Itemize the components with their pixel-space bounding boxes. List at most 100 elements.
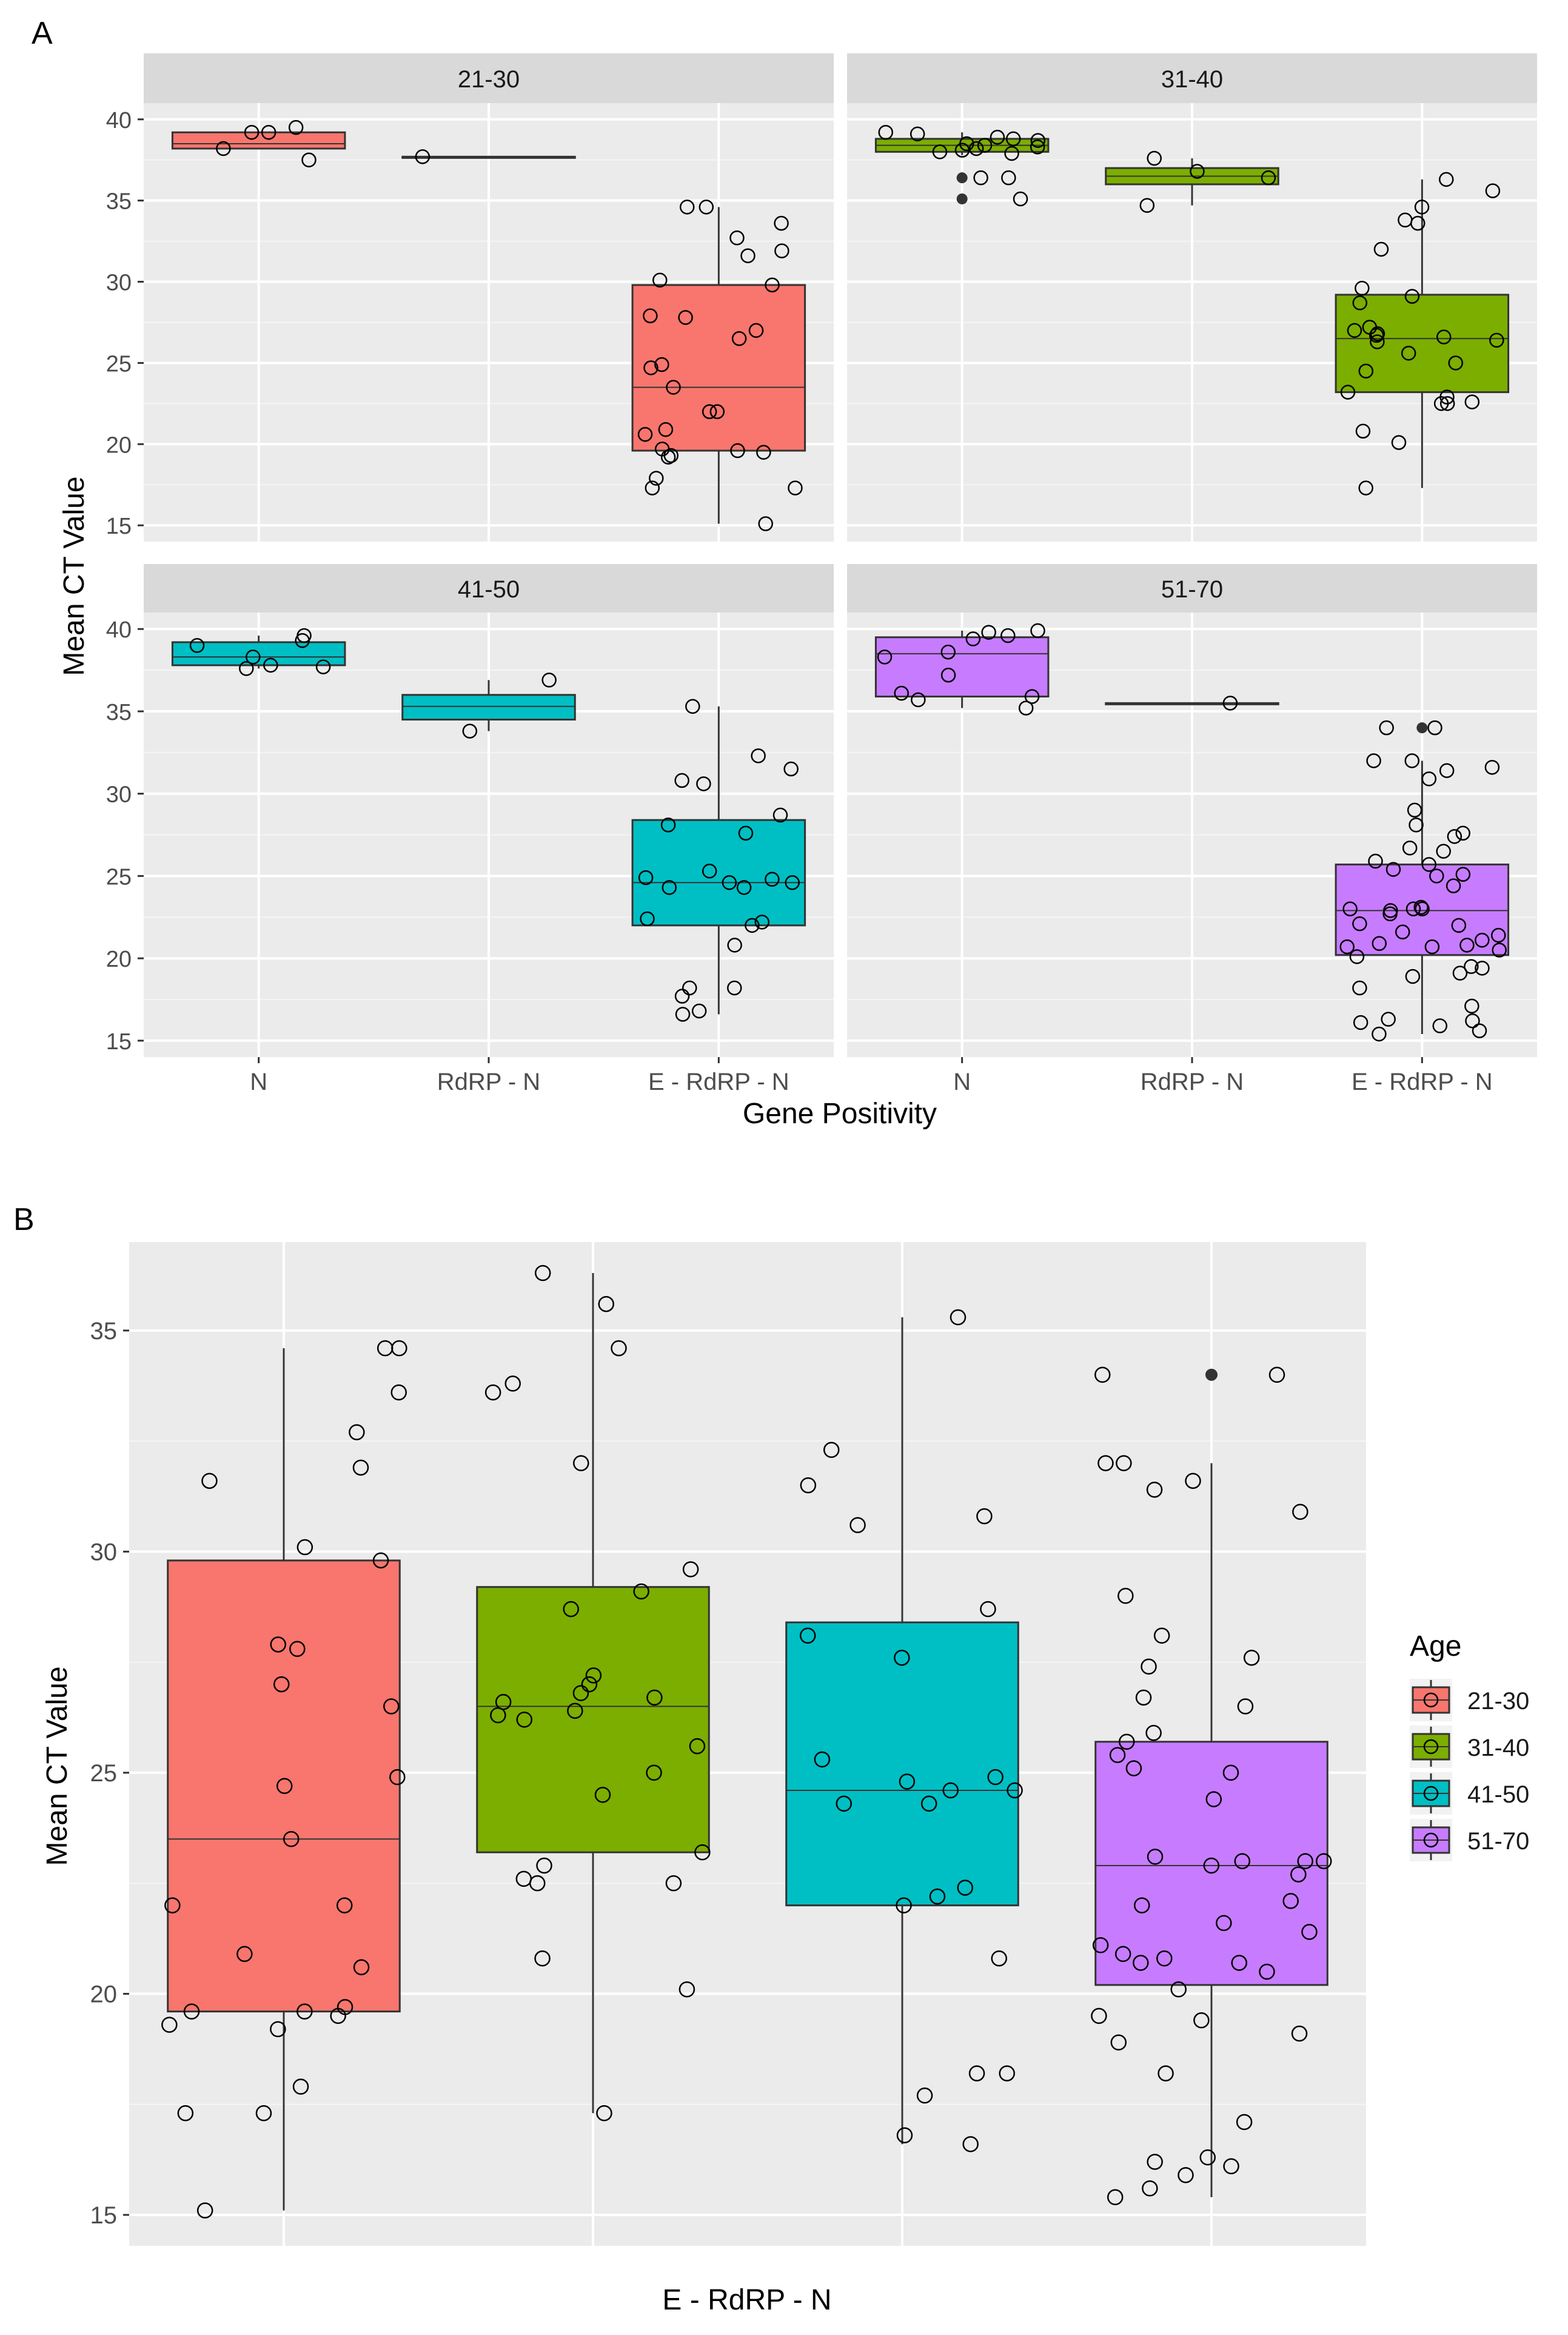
data-point: [745, 918, 760, 933]
box-31-40: [476, 1265, 711, 2122]
data-point: [1297, 1853, 1313, 1869]
facet-strip: [144, 564, 834, 613]
data-point: [261, 124, 276, 140]
x-tick-label: E - RdRP - N: [648, 1069, 789, 1095]
data-point: [255, 2105, 272, 2122]
data-point: [738, 825, 754, 841]
data-point: [1185, 1473, 1201, 1489]
data-point: [950, 1309, 967, 1326]
data-point: [814, 1751, 831, 1768]
data-point: [991, 1950, 1007, 1967]
data-point: [977, 138, 993, 153]
data-point: [529, 1875, 546, 1892]
y-tick-label: 30: [106, 270, 132, 296]
data-point: [581, 1676, 598, 1693]
y-tick-label: 15: [90, 2202, 118, 2229]
data-point: [736, 880, 752, 895]
data-point: [751, 748, 766, 764]
y-tick-label: 25: [106, 864, 132, 890]
data-point: [722, 875, 737, 890]
data-point: [1231, 1955, 1247, 1971]
data-point: [1282, 1893, 1299, 1909]
data-point: [315, 659, 331, 674]
data-point: [646, 1764, 662, 1781]
data-point: [389, 1769, 406, 1786]
data-point: [758, 516, 773, 531]
data-point: [1436, 844, 1451, 859]
data-point: [1141, 1658, 1157, 1675]
data-point: [1492, 942, 1507, 958]
data-point: [391, 1340, 407, 1357]
data-point: [1433, 396, 1449, 411]
data-point: [788, 480, 803, 496]
data-point: [352, 1459, 369, 1476]
legend-label: 21-30: [1467, 1688, 1529, 1715]
data-point: [1472, 1023, 1487, 1038]
data-point: [1406, 901, 1421, 916]
data-point: [596, 2105, 612, 2122]
data-point: [682, 1561, 699, 1577]
data-point: [611, 1340, 627, 1357]
data-point: [652, 272, 668, 288]
panel-a-x-title: Gene Positivity: [743, 1098, 937, 1130]
data-point: [633, 1583, 649, 1600]
data-point: [699, 200, 714, 215]
box-N: [874, 124, 1050, 207]
data-point: [330, 2007, 346, 2024]
data-point: [1315, 1853, 1332, 1869]
data-point: [244, 124, 260, 140]
data-point: [1135, 1689, 1152, 1706]
data-point: [567, 1702, 583, 1719]
legend-key-point: [1423, 1786, 1439, 1801]
facet-31-40: 31-40: [847, 53, 1537, 542]
x-tick-label: N: [953, 1069, 971, 1095]
box-E - RdRP - N: [631, 200, 806, 531]
data-point: [1451, 918, 1467, 933]
y-tick-label: 25: [90, 1760, 118, 1787]
data-point: [896, 2127, 913, 2143]
data-point: [1116, 1455, 1132, 1471]
data-point: [1024, 689, 1040, 704]
data-point: [183, 2003, 200, 2020]
data-point: [660, 449, 676, 465]
y-tick-label: 15: [106, 514, 132, 539]
data-point: [976, 1508, 993, 1525]
data-point: [772, 807, 788, 823]
data-point: [1349, 949, 1365, 964]
data-point: [1372, 936, 1387, 951]
data-point: [1352, 980, 1367, 996]
data-point: [678, 310, 693, 325]
data-point: [1485, 183, 1501, 198]
data-point: [1452, 966, 1468, 981]
y-tick-label: 35: [90, 1318, 118, 1345]
data-point: [689, 1738, 706, 1755]
data-point: [1395, 924, 1410, 939]
data-point: [910, 126, 925, 142]
data-point: [1355, 281, 1370, 296]
data-point: [1013, 191, 1028, 207]
x-tick-label: E - RdRP - N: [1352, 1069, 1493, 1095]
data-point: [1475, 932, 1490, 948]
data-point: [1489, 332, 1504, 348]
data-point: [1448, 355, 1463, 371]
data-point: [1109, 1747, 1126, 1763]
data-point: [1158, 2065, 1174, 2081]
data-point: [276, 1778, 293, 1795]
data-point: [1000, 628, 1016, 643]
data-point: [164, 1897, 181, 1913]
legend-label: 41-50: [1467, 1781, 1529, 1808]
data-point: [462, 724, 478, 739]
data-point: [216, 141, 231, 156]
data-point: [1439, 396, 1455, 411]
box-RdRP - N: [401, 149, 576, 164]
data-point: [598, 1295, 614, 1312]
data-point: [1352, 916, 1367, 932]
data-point: [1447, 828, 1462, 844]
data-point: [534, 1265, 551, 1282]
data-point: [534, 1950, 551, 1967]
panel-b-legend: Age 21-30 31-40 41-50 51-70: [1410, 1630, 1529, 1861]
data-point: [1465, 1013, 1480, 1029]
data-point: [1030, 139, 1045, 155]
data-point: [836, 1795, 853, 1812]
data-point: [177, 2105, 194, 2122]
